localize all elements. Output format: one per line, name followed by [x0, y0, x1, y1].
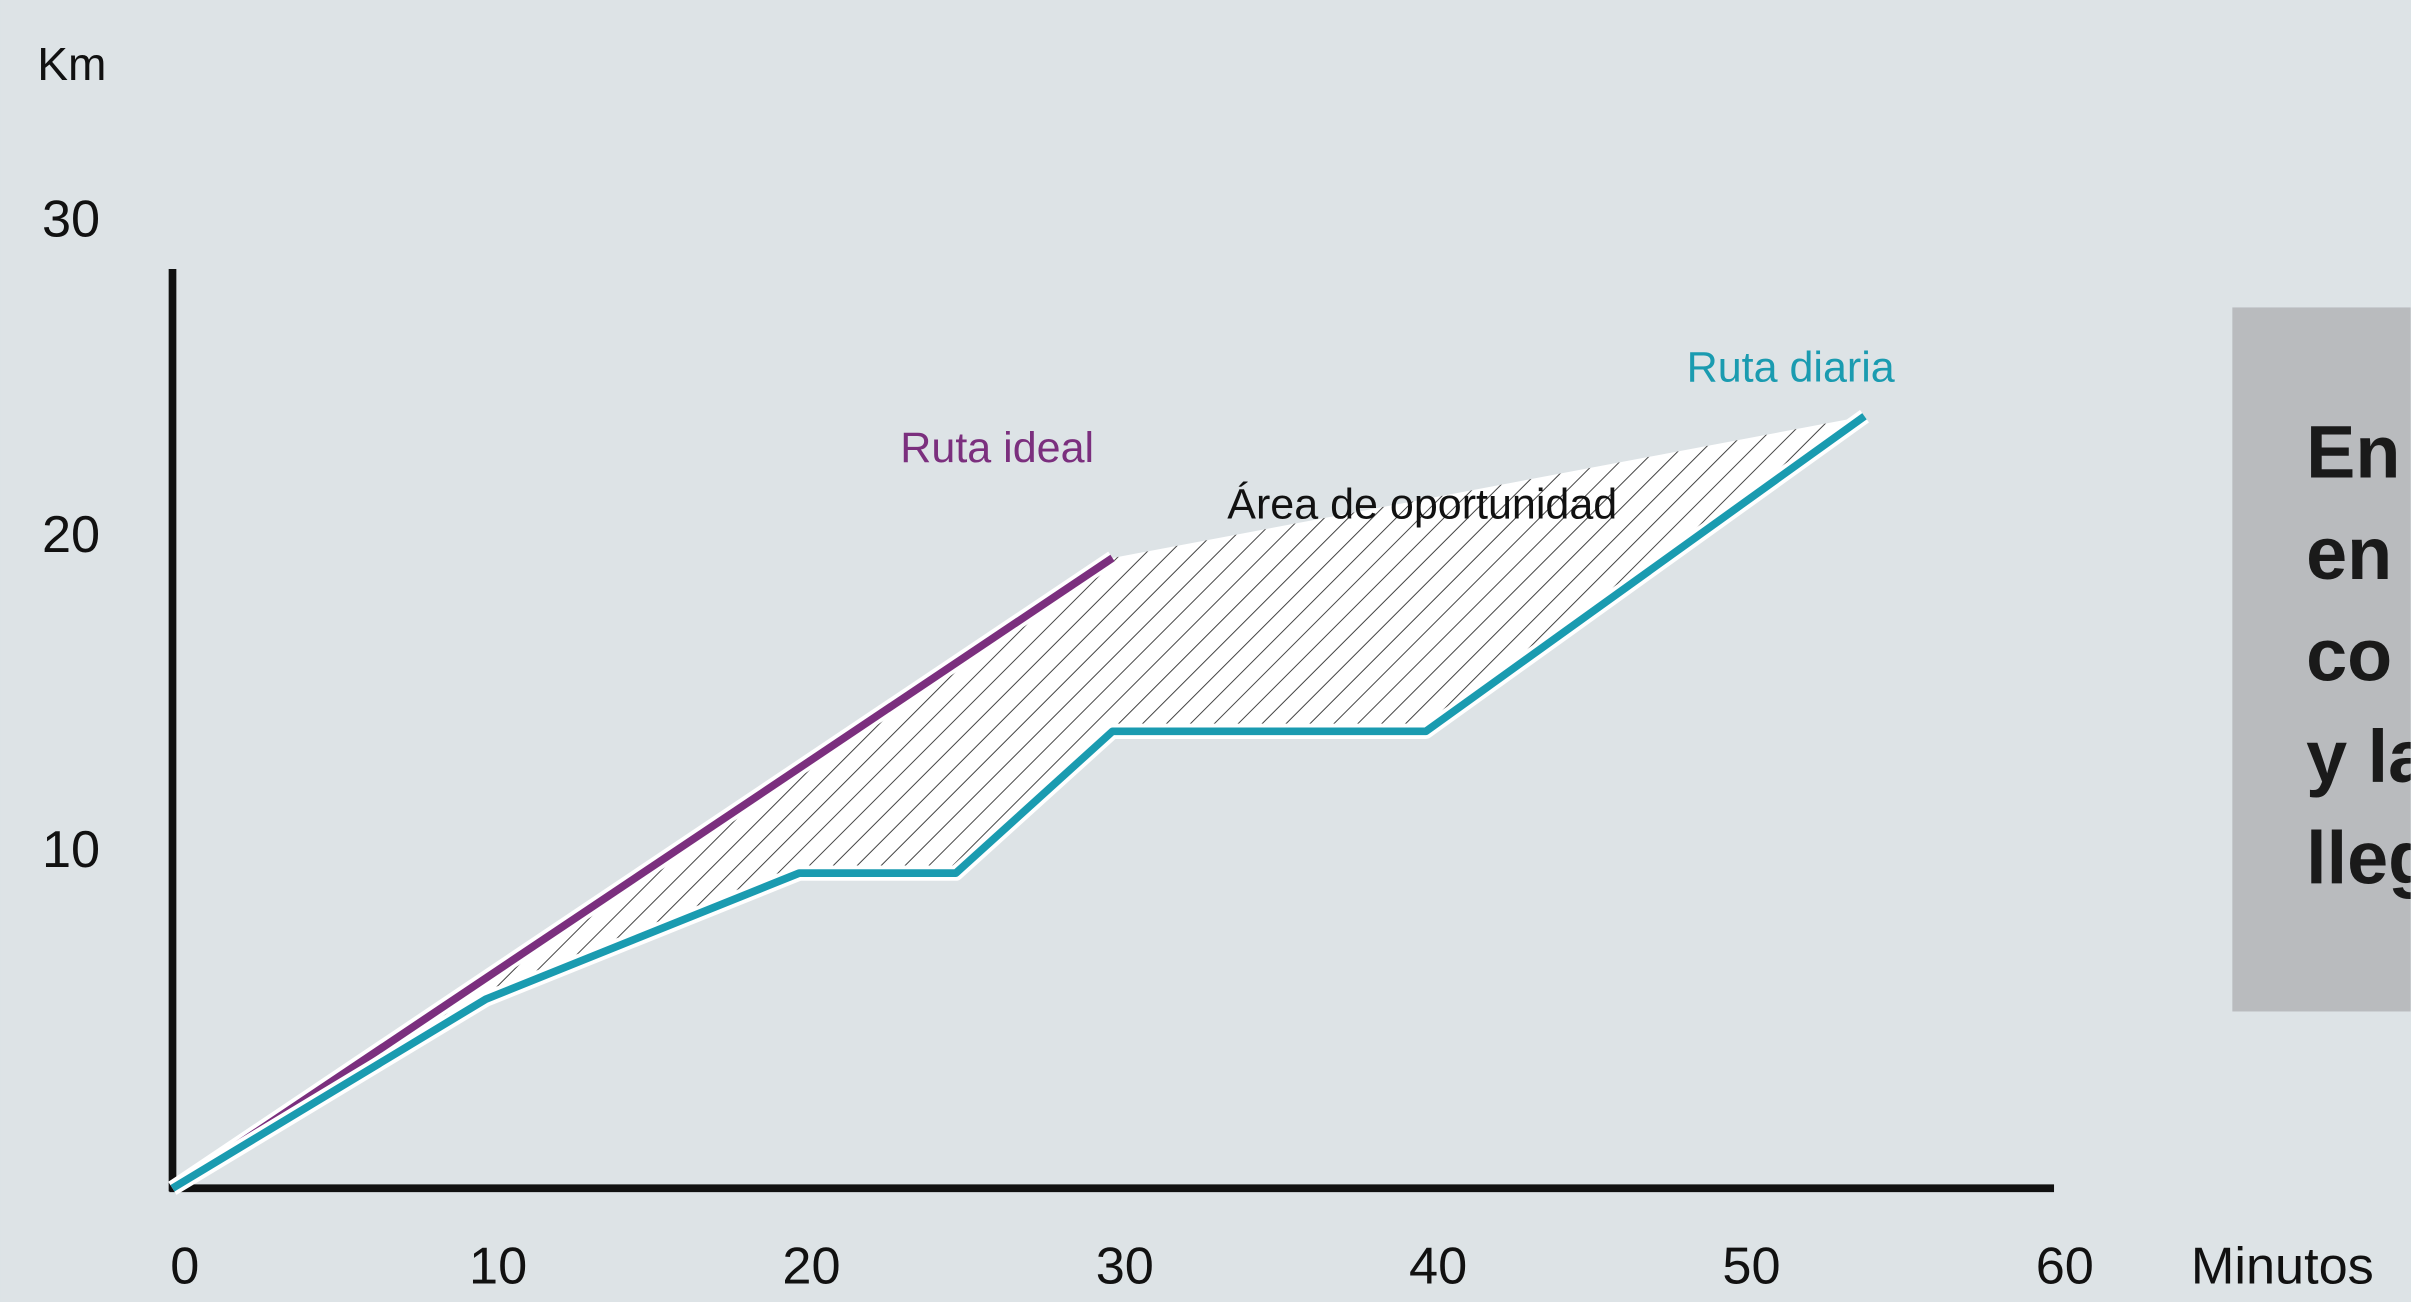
x-tick-label: 0 [170, 1238, 199, 1296]
x-tick-label: 60 [2036, 1238, 2094, 1296]
x-tick-label: 40 [1409, 1238, 1467, 1296]
y-tick-label: 30 [42, 191, 100, 249]
area-group [172, 416, 1865, 1189]
note-line: co [2306, 613, 2392, 696]
area-hatch [172, 416, 1865, 1189]
y-tick-label: 10 [42, 821, 100, 879]
x-tick-label: 20 [782, 1238, 840, 1296]
series-line [170, 554, 1115, 1192]
note-line: En [2306, 411, 2400, 494]
series-label: Ruta diaria [1687, 343, 1895, 391]
note-line: en [2306, 512, 2392, 595]
note-box [2232, 307, 2411, 1012]
y-tick-label: 20 [42, 506, 100, 564]
x-tick-label: 50 [1722, 1238, 1780, 1296]
x-axis-label: Minutos [2191, 1238, 2374, 1296]
note-line: lleg [2306, 816, 2411, 899]
series-line [170, 413, 1867, 1192]
note-line: y la [2306, 715, 2411, 798]
annotation: Área de oportunidad [1227, 481, 1617, 529]
note-text: En en co y la lleg [2306, 411, 2411, 900]
series-label: Ruta ideal [900, 424, 1094, 472]
x-tick-label: 30 [1096, 1238, 1154, 1296]
x-tick-label: 10 [469, 1238, 527, 1296]
y-axis-label: Km [37, 38, 106, 90]
